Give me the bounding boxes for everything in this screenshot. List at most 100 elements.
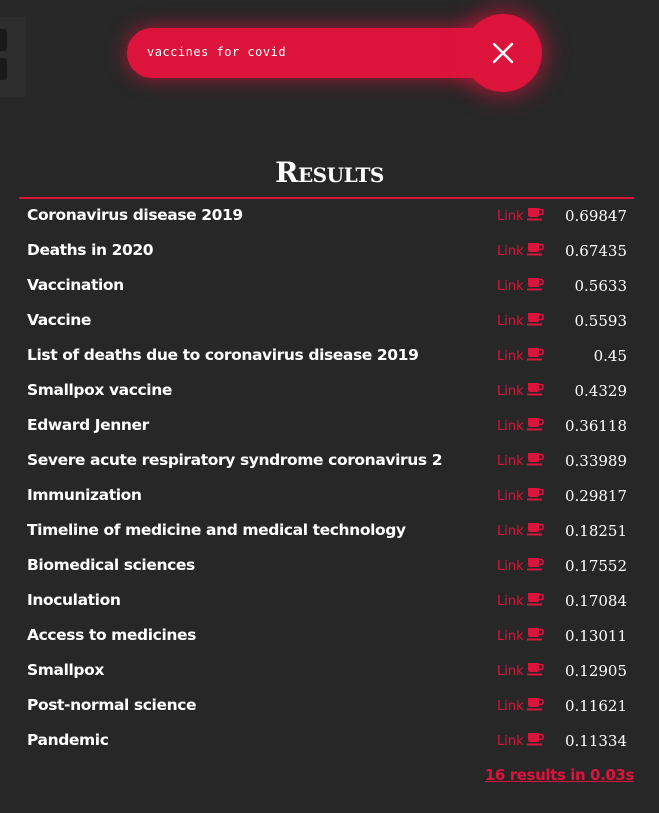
coffee-cup-icon: [527, 698, 544, 711]
coffee-cup-icon: [527, 348, 544, 361]
result-score: 0.13011: [565, 627, 627, 645]
coffee-cup-icon: [527, 208, 544, 221]
coffee-cup-icon: [527, 383, 544, 396]
coffee-cup-icon: [527, 628, 544, 641]
result-score: 0.5593: [575, 312, 628, 330]
result-link[interactable]: Link: [497, 453, 544, 469]
result-title[interactable]: Post-normal science: [27, 696, 196, 714]
result-link-label: Link: [497, 384, 524, 399]
result-title[interactable]: Vaccine: [27, 311, 91, 329]
result-link-label: Link: [497, 314, 524, 329]
result-score: 0.11334: [565, 732, 627, 750]
result-link[interactable]: Link: [497, 523, 544, 539]
result-score: 0.29817: [565, 487, 627, 505]
result-title[interactable]: List of deaths due to coronavirus diseas…: [27, 346, 418, 364]
coffee-cup-icon: [527, 523, 544, 536]
result-link-label: Link: [497, 454, 524, 469]
result-title[interactable]: Access to medicines: [27, 626, 196, 644]
coffee-cup-icon: [527, 593, 544, 606]
coffee-cup-icon: [527, 313, 544, 326]
coffee-cup-icon: [527, 278, 544, 291]
result-link[interactable]: Link: [497, 208, 544, 224]
result-link-label: Link: [497, 244, 524, 259]
result-score: 0.69847: [565, 207, 627, 225]
coffee-cup-icon: [527, 733, 544, 746]
result-title[interactable]: Edward Jenner: [27, 416, 149, 434]
result-row: Vaccine Link 0.5593: [19, 305, 634, 340]
result-title[interactable]: Smallpox vaccine: [27, 381, 172, 399]
result-row: Edward Jenner Link 0.36118: [19, 410, 634, 445]
result-row: Biomedical sciences Link 0.17552: [19, 550, 634, 585]
result-title[interactable]: Vaccination: [27, 276, 124, 294]
side-toolbar-button[interactable]: [0, 58, 7, 80]
result-link-label: Link: [497, 209, 524, 224]
coffee-cup-icon: [527, 558, 544, 571]
result-score: 0.18251: [565, 522, 627, 540]
result-link[interactable]: Link: [497, 243, 544, 259]
result-score: 0.12905: [565, 662, 627, 680]
result-row: Pandemic Link 0.11334: [19, 725, 634, 760]
result-title[interactable]: Timeline of medicine and medical technol…: [27, 521, 406, 539]
result-row: Post-normal science Link 0.11621: [19, 690, 634, 725]
result-row: Severe acute respiratory syndrome corona…: [19, 445, 634, 480]
clear-search-button[interactable]: [464, 14, 542, 92]
result-row: Inoculation Link 0.17084: [19, 585, 634, 620]
result-row: Immunization Link 0.29817: [19, 480, 634, 515]
heading-divider: [19, 197, 634, 199]
result-link[interactable]: Link: [497, 348, 544, 364]
result-link-label: Link: [497, 734, 524, 749]
results-heading: Results: [0, 156, 659, 189]
result-score: 0.4329: [575, 382, 628, 400]
result-score: 0.67435: [565, 242, 627, 260]
result-link-label: Link: [497, 699, 524, 714]
result-row: List of deaths due to coronavirus diseas…: [19, 340, 634, 375]
result-title[interactable]: Coronavirus disease 2019: [27, 206, 243, 224]
result-title[interactable]: Inoculation: [27, 591, 120, 609]
search-bar: [127, 28, 507, 78]
side-toolbar-button[interactable]: [0, 29, 7, 51]
result-score: 0.17084: [565, 592, 627, 610]
result-link-label: Link: [497, 594, 524, 609]
result-link[interactable]: Link: [497, 278, 544, 294]
coffee-cup-icon: [527, 418, 544, 431]
result-link-label: Link: [497, 559, 524, 574]
result-row: Timeline of medicine and medical technol…: [19, 515, 634, 550]
result-title[interactable]: Deaths in 2020: [27, 241, 153, 259]
result-link[interactable]: Link: [497, 488, 544, 504]
close-icon: [492, 42, 514, 64]
result-link[interactable]: Link: [497, 418, 544, 434]
side-toolbar: [0, 17, 26, 97]
result-score: 0.11621: [565, 697, 627, 715]
coffee-cup-icon: [527, 243, 544, 256]
result-link[interactable]: Link: [497, 593, 544, 609]
result-row: Coronavirus disease 2019 Link 0.69847: [19, 200, 634, 235]
result-link-label: Link: [497, 349, 524, 364]
results-summary[interactable]: 16 results in 0.03s: [485, 766, 634, 784]
result-link-label: Link: [497, 629, 524, 644]
result-link[interactable]: Link: [497, 698, 544, 714]
result-title[interactable]: Pandemic: [27, 731, 109, 749]
result-link-label: Link: [497, 419, 524, 434]
result-link[interactable]: Link: [497, 628, 544, 644]
result-row: Smallpox vaccine Link 0.4329: [19, 375, 634, 410]
result-score: 0.5633: [575, 277, 628, 295]
result-link-label: Link: [497, 524, 524, 539]
coffee-cup-icon: [527, 488, 544, 501]
result-link-label: Link: [497, 664, 524, 679]
result-link[interactable]: Link: [497, 383, 544, 399]
search-input[interactable]: [147, 41, 477, 63]
result-link[interactable]: Link: [497, 313, 544, 329]
result-title[interactable]: Immunization: [27, 486, 142, 504]
result-link-label: Link: [497, 279, 524, 294]
result-link[interactable]: Link: [497, 663, 544, 679]
coffee-cup-icon: [527, 453, 544, 466]
result-score: 0.33989: [565, 452, 627, 470]
result-link[interactable]: Link: [497, 558, 544, 574]
result-title[interactable]: Smallpox: [27, 661, 104, 679]
result-title[interactable]: Biomedical sciences: [27, 556, 195, 574]
results-list: Coronavirus disease 2019 Link 0.69847 Death…: [19, 200, 634, 760]
result-score: 0.17552: [565, 557, 627, 575]
result-row: Deaths in 2020 Link 0.67435: [19, 235, 634, 270]
result-title[interactable]: Severe acute respiratory syndrome corona…: [27, 451, 442, 469]
result-link[interactable]: Link: [497, 733, 544, 749]
